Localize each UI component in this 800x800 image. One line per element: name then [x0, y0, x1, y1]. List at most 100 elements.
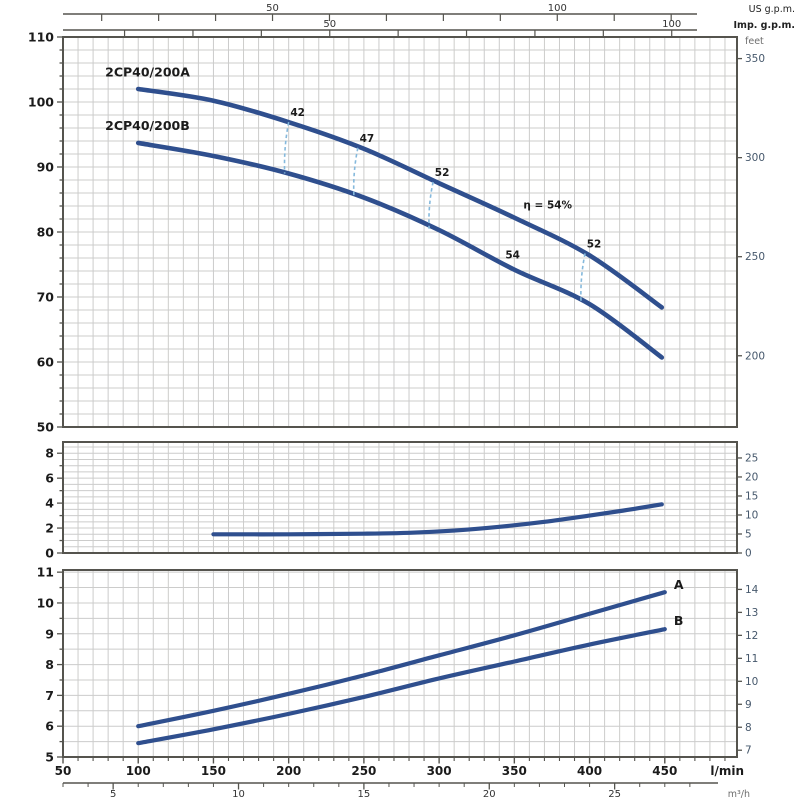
- curve-label: B: [674, 613, 684, 628]
- right-axis-tick-label: 15: [745, 490, 758, 502]
- right-axis-ticks: [737, 457, 742, 554]
- lpm-axis: 50 100 150 200 250 300 350 400 450 l/min: [55, 757, 744, 778]
- y-axis-tick-label: 70: [37, 290, 55, 305]
- efficiency-value-label: 47: [360, 133, 375, 145]
- y-axis-tick-label: 2: [45, 521, 54, 536]
- m3h-axis-unit-label: m³/h: [728, 789, 750, 800]
- y-axis-tick-label: 110: [28, 30, 54, 45]
- lpm-tick-label: 300: [427, 764, 452, 778]
- right-axis-tick-label: 350: [745, 53, 765, 65]
- bottom-flow-axes: 50 100 150 200 250 300 350 400 450 l/min 5 10 15 20 25…: [55, 757, 750, 800]
- plot-border: [62, 569, 738, 758]
- right-axis-tick-label: 10: [745, 676, 758, 688]
- right-axis-unit-label: feet: [745, 36, 764, 47]
- right-axis-tick-label: 8: [745, 722, 752, 734]
- lpm-tick-label: 250: [351, 764, 376, 778]
- y-axis-tick-label: 6: [45, 471, 54, 486]
- efficiency-annotation: η = 54%: [523, 200, 572, 212]
- right-axis-tick-label: 25: [745, 452, 758, 464]
- pump-curve-B: [136, 627, 667, 746]
- pump-curve-2CP40/200B: [135, 140, 665, 360]
- right-axis-tick-label: 5: [745, 528, 752, 540]
- right-axis-tick-label: 14: [745, 584, 759, 596]
- y-axis-tick-label: 0: [45, 546, 54, 561]
- lpm-tick-label: 100: [126, 764, 151, 778]
- imp-gpm-axis: 50 100 Imp. g.p.m.: [63, 19, 795, 37]
- head-capacity-chart: 50 60 70 80 90 100 110 200 250 300 350 feet 2CP40/20…: [28, 30, 765, 435]
- right-axis-tick-label: 10: [745, 509, 758, 521]
- right-axis-tick-label: 20: [745, 471, 758, 483]
- efficiency-value-label: 42: [290, 107, 305, 119]
- left-axis-ticks: [57, 36, 63, 428]
- right-axis-tick-label: 12: [745, 630, 758, 642]
- curve-label: A: [674, 577, 684, 592]
- npsh-chart: 0 2 4 6 8 0 5 10 15 20 25: [45, 441, 758, 561]
- right-axis-tick-label: 7: [745, 745, 752, 757]
- lpm-tick-label: 350: [502, 764, 527, 778]
- y-axis-tick-label: 50: [37, 420, 55, 435]
- right-axis-tick-label: 13: [745, 607, 758, 619]
- m3h-tick-label: 5: [110, 789, 116, 800]
- y-axis-tick-label: 8: [45, 657, 54, 672]
- y-axis-tick-label: 7: [45, 688, 54, 703]
- top-flow-axes: 50 100 US g.p.m. 50 100 Imp. g.p.m.: [63, 3, 795, 37]
- right-axis-tick-label: 9: [745, 699, 752, 711]
- grid: [63, 442, 737, 553]
- lpm-tick-label: 400: [577, 764, 602, 778]
- lpm-tick-label: 450: [652, 764, 677, 778]
- lpm-tick-label: 200: [276, 764, 301, 778]
- left-axis-ticks: [57, 571, 63, 758]
- efficiency-value-label: 52: [587, 238, 602, 250]
- right-axis-tick-label: 11: [745, 653, 758, 665]
- m3h-tick-label: 20: [483, 789, 496, 800]
- y-axis-tick-label: 8: [45, 446, 54, 461]
- pump-curve-2CP40/200A: [135, 86, 665, 310]
- right-axis-ticks: [737, 57, 742, 357]
- y-axis-tick-label: 10: [37, 595, 55, 610]
- lpm-tick-label: 150: [201, 764, 226, 778]
- right-axis-tick-label: 200: [745, 350, 765, 362]
- lpm-axis-unit-label: l/min: [710, 764, 744, 778]
- curve-label: 2CP40/200B: [105, 118, 190, 133]
- right-axis-tick-label: 0: [745, 548, 752, 560]
- y-axis-tick-label: 60: [37, 355, 55, 370]
- efficiency-annotation: 54: [505, 250, 520, 262]
- y-axis-tick-label: 90: [37, 160, 55, 175]
- y-axis-tick-label: 6: [45, 719, 54, 734]
- efficiency-dash-line: [352, 147, 359, 196]
- lpm-tick-label: 50: [55, 764, 72, 778]
- flow-tick-label: 50: [266, 3, 279, 14]
- us-gpm-axis: 50 100 US g.p.m.: [63, 3, 795, 21]
- right-axis-tick-label: 250: [745, 251, 765, 263]
- m3h-axis: 5 10 15 20 25 m³/h: [62, 782, 750, 800]
- power-chart: 5 6 7 8 9 10 11 7 8 9 10 11 12 13 14 A B: [37, 565, 759, 765]
- y-axis-tick-label: 80: [37, 225, 55, 240]
- flow-tick-label: 50: [323, 19, 336, 30]
- pump-curve: [211, 502, 664, 537]
- left-axis-ticks: [57, 452, 63, 554]
- m3h-tick-label: 10: [232, 789, 245, 800]
- pump-curve-A: [136, 590, 667, 729]
- grid: [63, 570, 737, 757]
- right-axis-ticks: [737, 588, 742, 751]
- efficiency-dash-line: [428, 181, 434, 229]
- m3h-tick-label: 15: [358, 789, 371, 800]
- y-axis-tick-label: 9: [45, 626, 54, 641]
- plot-border: [62, 441, 738, 554]
- y-axis-tick-label: 11: [37, 565, 54, 580]
- y-axis-tick-label: 100: [28, 95, 54, 110]
- flow-tick-label: 100: [548, 3, 567, 14]
- m3h-tick-label: 25: [608, 789, 621, 800]
- grid: [63, 37, 737, 427]
- efficiency-value-label: 52: [435, 167, 450, 179]
- y-axis-tick-label: 5: [45, 750, 54, 765]
- right-axis-tick-label: 300: [745, 152, 765, 164]
- flow-axis-unit-label: US g.p.m.: [749, 4, 795, 15]
- flow-tick-label: 100: [662, 19, 681, 30]
- y-axis-tick-label: 4: [45, 496, 54, 511]
- efficiency-dash-line: [283, 121, 290, 174]
- curve-label: 2CP40/200A: [105, 65, 190, 80]
- flow-axis-unit-label: Imp. g.p.m.: [734, 20, 795, 31]
